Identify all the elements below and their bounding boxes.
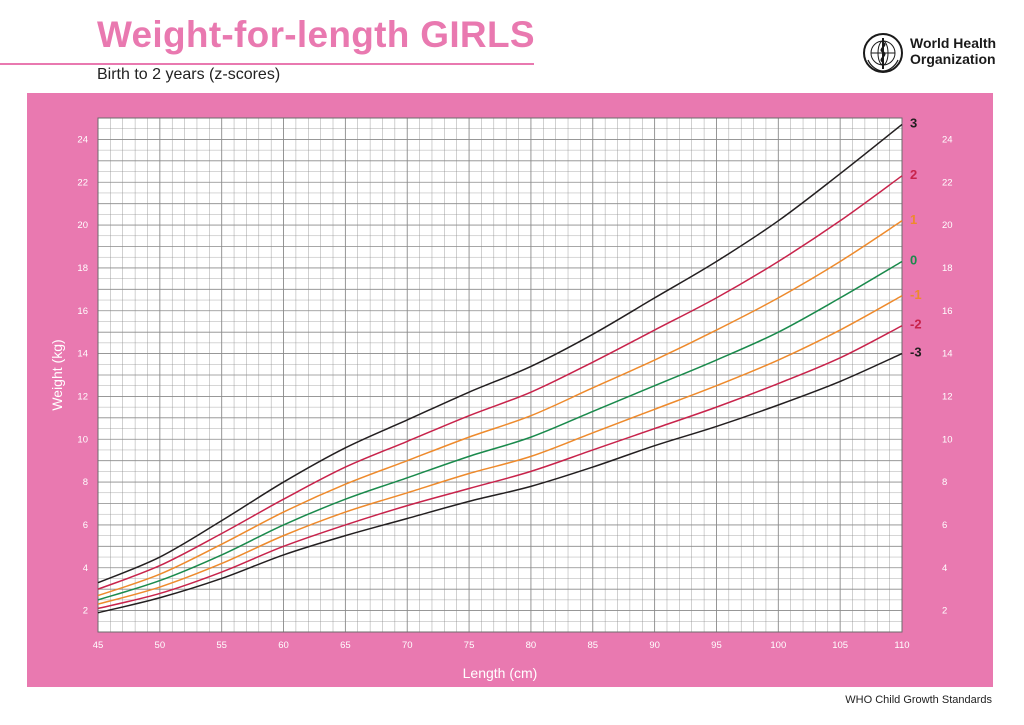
- y-tick-label-left: 8: [83, 477, 88, 488]
- z-label-0: 0: [910, 252, 917, 267]
- x-axis-label: Length (cm): [463, 665, 538, 681]
- y-tick-label-right: 24: [942, 134, 953, 145]
- z-label-3: 3: [910, 115, 917, 130]
- z-label--3: -3: [910, 345, 922, 360]
- z-curve-1: [97, 220, 903, 597]
- y-tick-label-right: 20: [942, 220, 953, 231]
- x-tick-label: 70: [402, 640, 413, 651]
- chart-subtitle: Birth to 2 years (z-scores): [97, 66, 281, 83]
- y-tick-label-right: 16: [942, 306, 953, 317]
- y-tick-label-right: 14: [942, 349, 953, 360]
- z-label-2: 2: [910, 167, 917, 182]
- org-name-line1: World Health: [910, 35, 997, 51]
- y-tick-label-left: 18: [77, 263, 88, 274]
- y-tick-label-left: 20: [77, 220, 88, 231]
- x-tick-label: 100: [770, 640, 786, 651]
- y-tick-label-left: 14: [77, 349, 88, 360]
- chart-title: Weight-for-length GIRLS: [97, 14, 535, 55]
- y-tick-label-right: 4: [942, 563, 947, 574]
- x-tick-label: 90: [649, 640, 660, 651]
- x-tick-label: 85: [587, 640, 598, 651]
- y-tick-label-right: 10: [942, 434, 953, 445]
- y-tick-label-right: 18: [942, 263, 953, 274]
- y-tick-label-left: 24: [77, 134, 88, 145]
- x-tick-label: 105: [832, 640, 848, 651]
- y-tick-label-right: 12: [942, 391, 953, 402]
- y-tick-label-left: 22: [77, 177, 88, 188]
- plot-border: [97, 117, 903, 633]
- z-label--1: -1: [910, 287, 922, 302]
- x-tick-label: 65: [340, 640, 351, 651]
- y-tick-label-right: 6: [942, 520, 947, 531]
- z-curve-0: [97, 260, 903, 601]
- z-label-1: 1: [910, 212, 917, 227]
- y-tick-label-left: 10: [77, 434, 88, 445]
- y-tick-label-right: 8: [942, 477, 947, 488]
- x-tick-labels: 45 50 55 60 65 70 75 80 85 90 95 100 105 110: [93, 640, 910, 651]
- z-curve--2: [97, 325, 903, 610]
- z-label--2: -2: [910, 317, 922, 332]
- who-logo: World Health Organization: [862, 32, 1002, 74]
- org-name-line2: Organization: [910, 51, 996, 67]
- x-tick-label: 60: [278, 640, 289, 651]
- title-underline: [0, 63, 534, 65]
- y-tick-label-left: 16: [77, 306, 88, 317]
- x-tick-label: 75: [464, 640, 475, 651]
- y-tick-label-right: 22: [942, 177, 953, 188]
- y-tick-label-left: 6: [83, 520, 88, 531]
- z-curve-2: [97, 175, 903, 590]
- z-curve--1: [97, 295, 903, 605]
- z-curve-3: [97, 123, 903, 584]
- who-emblem-icon: [863, 33, 903, 73]
- who-logo-text: World Health Organization: [910, 35, 996, 67]
- z-curve--3: [97, 352, 903, 614]
- x-tick-label: 110: [894, 640, 909, 651]
- y-tick-label-left: 12: [77, 391, 88, 402]
- y-axis-label: Weight (kg): [49, 339, 65, 410]
- x-tick-label: 95: [711, 640, 722, 651]
- z-score-curves: [97, 123, 903, 614]
- x-tick-label: 80: [526, 640, 537, 651]
- y-tick-label-left: 4: [83, 563, 88, 574]
- y-tick-label-right: 2: [942, 606, 947, 617]
- major-grid: [97, 117, 903, 633]
- footer-credit: WHO Child Growth Standards: [845, 694, 992, 706]
- x-tick-label: 50: [155, 640, 166, 651]
- x-tick-label: 55: [216, 640, 227, 651]
- y-tick-label-left: 2: [83, 606, 88, 617]
- z-score-labels: 3 2 1 0 -1 -2 -3: [910, 115, 922, 359]
- x-tick-label: 45: [93, 640, 104, 651]
